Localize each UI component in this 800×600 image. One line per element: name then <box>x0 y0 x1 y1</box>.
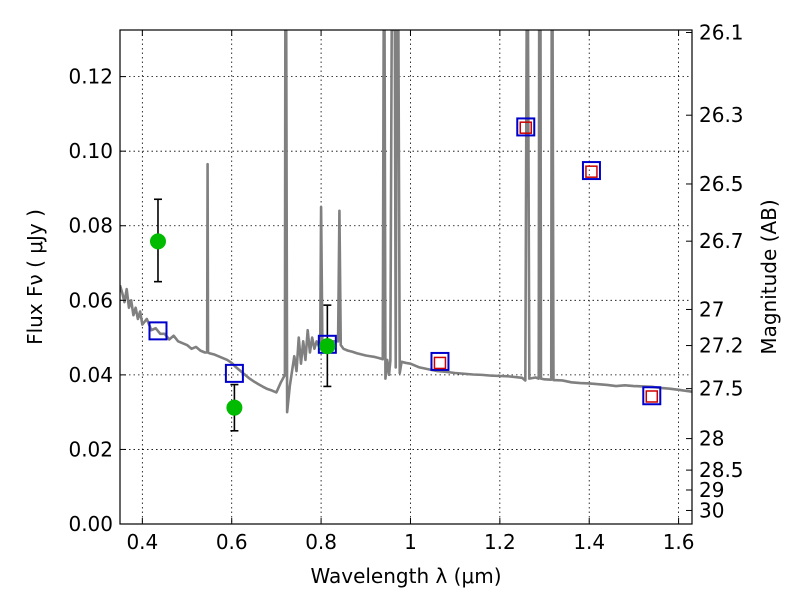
x-tick-label: 0.6 <box>216 530 248 554</box>
mag-tick-label: 27.2 <box>699 334 744 358</box>
model-square-marker <box>516 117 536 137</box>
model-square-marker <box>224 363 244 383</box>
mag-tick-label: 28.5 <box>699 458 744 482</box>
y-tick-label: 0.08 <box>68 214 113 238</box>
observed-square-marker <box>433 356 447 370</box>
observed-square-marker <box>585 165 598 178</box>
model-square-marker <box>430 351 450 371</box>
x-tick-label: 1.2 <box>484 530 516 554</box>
y-tick-label: 0.10 <box>68 139 113 163</box>
y-tick-label: 0.06 <box>68 288 113 312</box>
mag-tick-label: 26.3 <box>699 103 744 127</box>
x-tick-label: 0.4 <box>126 530 158 554</box>
x-tick-label: 1.6 <box>663 530 695 554</box>
observed-square-marker <box>519 121 533 134</box>
grid <box>120 30 692 525</box>
model-square-marker <box>642 386 662 406</box>
mag-tick-label: 26.1 <box>699 21 744 45</box>
y-axis-label: Flux Fν ( μJy ) <box>23 209 47 345</box>
x-tick-label: 0.8 <box>305 530 337 554</box>
y-tick-label: 0.12 <box>68 65 113 89</box>
mag-tick-label: 26.7 <box>699 229 744 253</box>
plot-area <box>120 30 692 432</box>
plot-frame <box>119 29 693 525</box>
x-axis-label: Wavelength λ (μm) <box>310 564 501 588</box>
mag-tick-label: 27.5 <box>699 377 744 401</box>
y-tick-label: 0.00 <box>68 512 113 536</box>
observed-square-marker <box>645 390 659 403</box>
observed-circle-marker <box>226 399 243 416</box>
x-tick-label: 1 <box>404 530 417 554</box>
mag-tick-label: 29 <box>699 478 724 502</box>
mag-tick-label: 26.5 <box>699 172 744 196</box>
y-axis-right-label: Magnitude (AB) <box>757 199 781 354</box>
y-tick-label: 0.02 <box>68 437 113 461</box>
model-square-marker <box>581 161 601 181</box>
mag-tick-label: 28 <box>699 427 724 451</box>
x-tick-label: 1.4 <box>573 530 605 554</box>
axes: 0.4 0.6 0.8 1 1.2 1.4 1.6 0.00 0.02 0.04 0.06 0.08 0… <box>68 21 743 554</box>
mag-tick-label: 30 <box>699 498 724 522</box>
observed-circle-marker <box>319 338 336 355</box>
y-tick-label: 0.04 <box>68 363 113 387</box>
sed-line <box>120 30 692 414</box>
observed-circle-marker <box>149 233 166 250</box>
mag-tick-label: 27 <box>699 297 724 321</box>
model-square-marker <box>148 321 168 341</box>
